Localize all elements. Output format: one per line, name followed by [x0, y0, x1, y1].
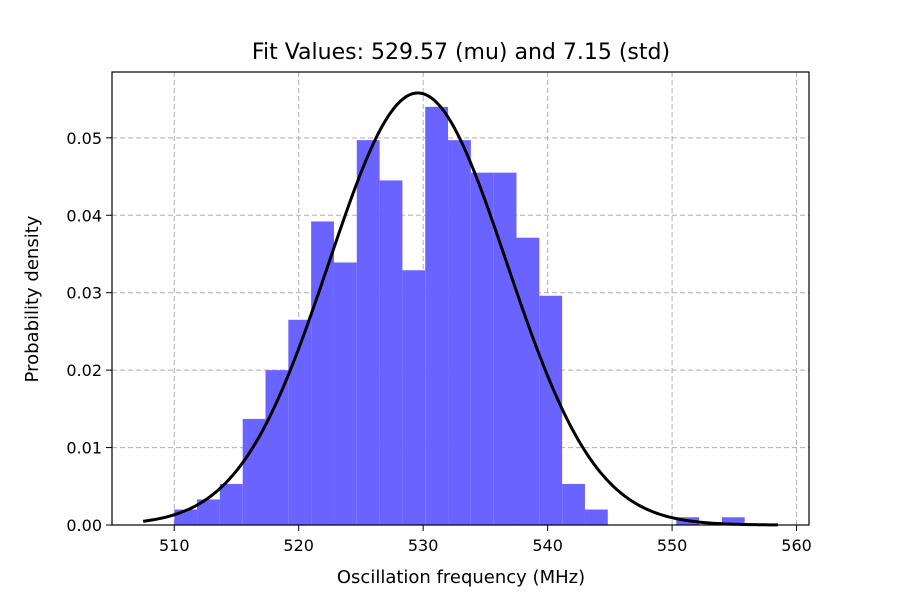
histogram-bar-1 — [197, 499, 220, 525]
axes: 510 520 530 540 550 560 0.00 0.01 0.02 0.03 0.04 0.… — [66, 71, 812, 555]
histogram-bar-7 — [333, 262, 357, 525]
histogram-bar-20 — [721, 517, 745, 525]
x-tick-label-5: 560 — [781, 536, 812, 555]
histogram-bar-3 — [242, 418, 266, 525]
x-tick-label-1: 520 — [283, 536, 314, 555]
x-tick-label-0: 510 — [159, 536, 190, 555]
fit-curve-layer — [142, 91, 778, 527]
y-tick-label-4: 0.04 — [66, 206, 102, 225]
histogram-bar-10 — [402, 270, 426, 525]
plot-frame — [111, 71, 810, 526]
histogram-bar-6 — [311, 221, 334, 525]
x-axis-label: Oscillation frequency (MHz) — [337, 567, 585, 588]
y-tick-label-0: 0.00 — [66, 516, 102, 535]
histogram-bar-14 — [493, 172, 517, 525]
histogram-bar-17 — [562, 483, 585, 525]
chart-title: Fit Values: 529.57 (mu) and 7.15 (std) — [252, 40, 670, 65]
gaussian-fit-line — [142, 91, 778, 527]
histogram-bar-2 — [219, 483, 243, 525]
histogram-bar-18 — [584, 509, 608, 525]
y-tick-label-1: 0.01 — [66, 439, 102, 458]
histogram-bar-13 — [470, 172, 494, 525]
y-tick-label-2: 0.02 — [66, 361, 102, 380]
y-tick-label-3: 0.03 — [66, 284, 102, 303]
histogram-bar-15 — [516, 237, 540, 525]
histogram-bar-4 — [265, 370, 289, 525]
y-tick-label-5: 0.05 — [66, 129, 102, 148]
histogram-bar-12 — [448, 140, 471, 525]
histogram-bar-9 — [379, 180, 403, 525]
histogram-bar-5 — [288, 319, 312, 525]
histogram-bars — [174, 106, 745, 525]
histogram-bar-16 — [539, 295, 563, 525]
histogram-bar-11 — [425, 106, 449, 525]
x-tick-label-3: 540 — [532, 536, 563, 555]
x-tick-label-2: 530 — [408, 536, 439, 555]
x-tick-label-4: 550 — [657, 536, 688, 555]
histogram-bar-8 — [356, 140, 380, 525]
y-axis-label: Probability density — [22, 215, 43, 382]
